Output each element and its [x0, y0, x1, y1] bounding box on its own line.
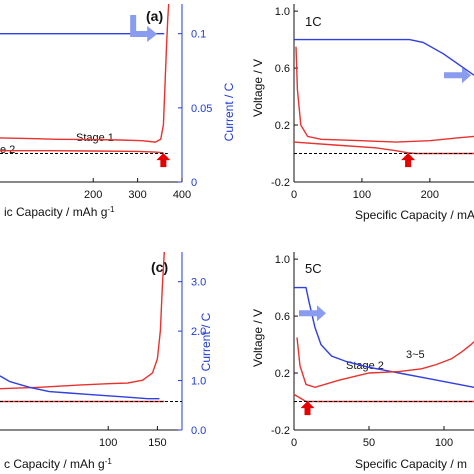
panel-d-lithium-arrow-icon	[300, 401, 315, 416]
panel-c-x-tick-label: 100	[99, 437, 117, 449]
panel-a-label: (a)	[146, 8, 163, 24]
panel-d-annotation-stage3-5: 3~5	[406, 349, 425, 361]
panel-c-x-axis-label: c Capacity / mAh g-1	[4, 457, 112, 472]
panel-a-x-tick-label: 200	[84, 189, 102, 201]
panel-c-current-tick-label: 1.0	[191, 376, 206, 388]
panel-a-x-tick-label: 400	[173, 189, 191, 201]
panel-d-series-2-line	[293, 393, 474, 403]
panel-b-x-tick-label: 0	[291, 189, 297, 201]
panel-b-y-tick-label: -0.2	[271, 177, 290, 189]
panel-c-current-axis-label: Current / C	[199, 312, 213, 371]
panel-b-x-axis-label: Specific Capacity / mAh g-1	[355, 208, 474, 223]
panel-a-x-tick-label: 300	[128, 189, 146, 201]
panel-b-y-axis-label: Voltage / V	[251, 59, 265, 117]
panel-d-x-axis-label: Specific Capacity / m	[355, 457, 467, 471]
panel-c-series-0-line	[0, 251, 165, 390]
panel-b-series-2-line	[293, 141, 474, 155]
panel-d-y-tick-label: 0.2	[275, 368, 290, 380]
panel-c-current-tick-label: 0.0	[191, 425, 206, 437]
panel-d-y-axis-label: Voltage / V	[251, 309, 265, 367]
panel-b-series-0-line	[294, 38, 474, 76]
panel-d-label: 5C	[305, 261, 322, 276]
panel-d-current-arrow-icon	[299, 305, 326, 322]
panel-c-x-tick-label: 150	[148, 437, 166, 449]
panel-a-series-2-line	[0, 149, 164, 154]
panel-d-series-1-line	[296, 337, 474, 389]
panel-a-lithium-arrow-icon	[156, 153, 171, 168]
panel-d-y-tick-label: -0.2	[271, 425, 290, 437]
panel-c-series-1-line	[0, 375, 160, 400]
panel-b: 1C Voltage / V Specific Capacity / mAh g…	[251, 14, 474, 222]
panel-d-x-tick-label: 100	[435, 437, 453, 449]
panel-b-current-arrow-icon	[444, 67, 472, 84]
panel-c-current-tick-label: 3.0	[191, 277, 206, 289]
panel-b-y-tick-label: 0.2	[275, 120, 290, 132]
panel-a-series-1-line	[0, 3, 170, 143]
panel-d-x-tick-label: 50	[363, 437, 375, 449]
panel-a-x-axis-label: ic Capacity / mAh g-1	[4, 205, 115, 220]
panel-d-x-tick-label: 0	[291, 437, 297, 449]
panel-b-y-tick-label: 0.6	[275, 63, 290, 75]
panel-b-lithium-arrow-icon	[401, 153, 416, 168]
panel-a-current-tick-label: 0.1	[191, 29, 206, 41]
panel-a-current-axis-label: Current / C	[222, 82, 236, 141]
panel-d-series-0-line	[294, 286, 474, 388]
panel-b-series-1-line	[295, 46, 474, 143]
panel-c-current-tick-label: 2.0	[191, 326, 206, 338]
panel-b-label: 1C	[305, 14, 322, 29]
panel-b-y-tick-label: 1.0	[275, 6, 290, 18]
panel-a-annotation-stage1: Stage 1	[76, 132, 114, 144]
panel-d: 5C Voltage / V Stage 2 3~5 Specific Capa…	[251, 261, 467, 471]
panel-d-y-tick-label: 0.6	[275, 311, 290, 323]
panel-c: (c) Current / C c Capacity / mAh g-1	[4, 259, 213, 471]
panel-a-current-tick-label: 0	[191, 177, 197, 189]
panel-a-current-arrow-icon	[130, 15, 158, 43]
panel-b-x-tick-label: 200	[421, 189, 439, 201]
panel-d-y-tick-label: 1.0	[275, 254, 290, 266]
panel-b-x-tick-label: 100	[353, 189, 371, 201]
panel-c-label: (c)	[151, 259, 168, 275]
panel-a-current-tick-label: 0.05	[191, 103, 212, 115]
